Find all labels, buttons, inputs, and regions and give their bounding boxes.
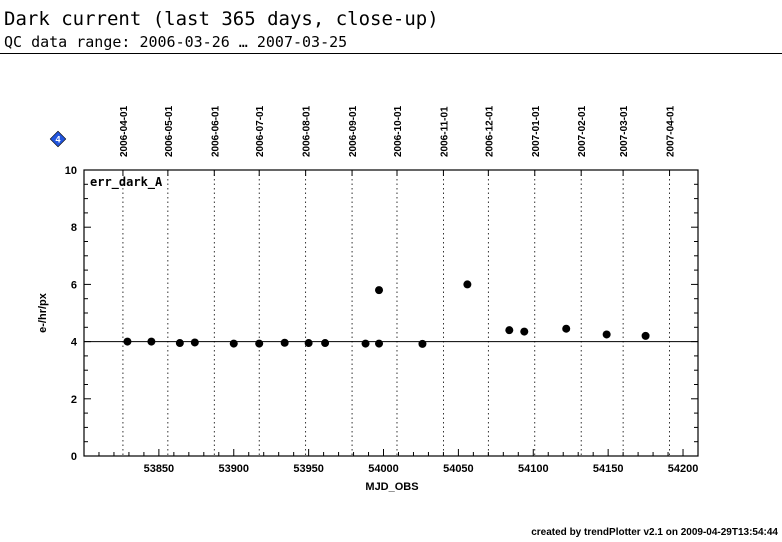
y-tick-label: 6 xyxy=(71,279,77,291)
y-tick-label: 2 xyxy=(71,394,77,406)
date-tick-label: 2006-12-01 xyxy=(484,105,495,157)
data-point xyxy=(321,339,330,348)
date-tick-label: 2006-11-01 xyxy=(439,106,450,157)
y-tick-label: 4 xyxy=(71,337,78,349)
date-tick-label: 2006-05-01 xyxy=(164,105,175,157)
y-tick-label: 0 xyxy=(71,451,77,463)
date-tick-label: 2006-10-01 xyxy=(393,105,404,157)
data-point xyxy=(418,339,427,348)
data-point xyxy=(641,331,650,340)
data-point xyxy=(123,337,132,346)
date-tick-label: 2006-07-01 xyxy=(255,105,266,157)
date-tick-label: 2006-06-01 xyxy=(210,105,221,157)
header-divider xyxy=(0,53,782,54)
footer-credit: created by trendPlotter v2.1 on 2009-04-… xyxy=(531,527,778,538)
date-tick-label: 2007-02-01 xyxy=(577,105,588,157)
data-point xyxy=(255,339,264,348)
data-point xyxy=(190,338,199,347)
data-point xyxy=(175,339,184,348)
x-tick-label: 54200 xyxy=(668,463,699,475)
y-tick-label: 8 xyxy=(71,222,77,234)
x-tick-label: 53950 xyxy=(293,463,324,475)
data-point xyxy=(505,326,514,335)
diamond-marker-icon: 4 xyxy=(49,130,67,148)
data-point xyxy=(463,280,472,289)
x-tick-label: 54150 xyxy=(593,463,624,475)
x-tick-label: 54100 xyxy=(518,463,549,475)
data-point xyxy=(602,330,611,339)
chart-title: Dark current (last 365 days, close-up) xyxy=(4,8,439,30)
y-tick-label: 10 xyxy=(65,165,77,177)
y-axis-title: e-/hr/px xyxy=(37,292,49,333)
data-point xyxy=(520,327,529,336)
date-tick-label: 2006-08-01 xyxy=(302,105,313,157)
x-tick-label: 54050 xyxy=(443,463,474,475)
data-point xyxy=(562,324,571,333)
x-tick-label: 53900 xyxy=(218,463,249,475)
date-tick-label: 2007-03-01 xyxy=(619,105,630,157)
data-point xyxy=(229,339,238,348)
date-tick-label: 2006-09-01 xyxy=(348,105,359,157)
data-point xyxy=(304,339,313,348)
x-axis-title: MJD_OBS xyxy=(365,481,418,493)
data-point xyxy=(147,337,156,346)
plot-frame xyxy=(83,169,699,457)
marker-label: 4 xyxy=(55,135,60,145)
chart-subtitle: QC data range: 2006-03-26 … 2007-03-25 xyxy=(4,33,348,51)
data-point xyxy=(375,339,384,348)
data-point xyxy=(280,338,289,347)
x-tick-label: 53850 xyxy=(144,463,175,475)
panel-label: err_dark_A xyxy=(90,175,163,190)
data-point xyxy=(361,339,370,348)
date-tick-label: 2007-01-01 xyxy=(531,105,542,157)
date-tick-label: 2007-04-01 xyxy=(666,105,677,157)
date-tick-label: 2006-04-01 xyxy=(119,105,130,157)
data-point xyxy=(375,286,384,295)
x-tick-label: 54000 xyxy=(368,463,399,475)
